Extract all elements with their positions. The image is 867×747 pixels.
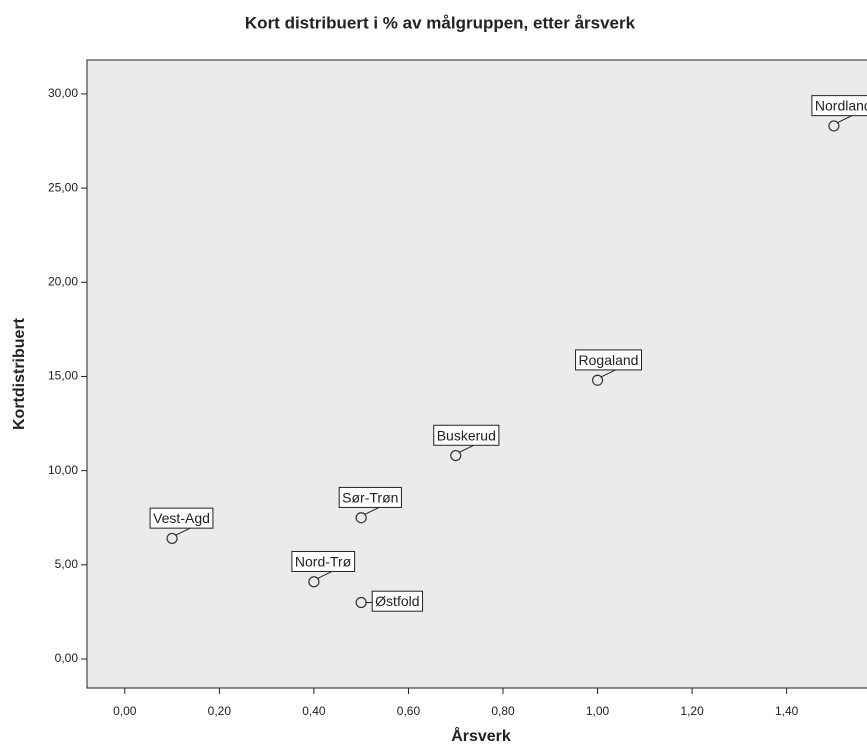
plot-area	[86, 59, 867, 689]
chart-title: Kort distribuert i % av målgruppen, ette…	[245, 13, 636, 32]
point-label: Østfold	[375, 593, 419, 609]
point	[591, 374, 604, 386]
x-tick-label: 0,80	[491, 704, 515, 718]
leader-line	[836, 115, 853, 124]
point	[308, 576, 320, 588]
x-tick-label: 1,20	[680, 704, 704, 718]
label-box	[433, 424, 500, 446]
leader-line	[174, 527, 191, 536]
y-tick-label: 0,00	[55, 651, 79, 665]
y-tick-label: 5,00	[55, 557, 79, 571]
y-tick-label: 10,00	[48, 463, 78, 477]
x-tick-label: 0,40	[302, 704, 326, 718]
y-axis-title: Kortdistribuert	[11, 317, 28, 430]
leader-line	[458, 444, 474, 454]
x-tick-label: 1,40	[775, 704, 799, 718]
x-tick-label: 1,00	[586, 704, 610, 718]
point-label: Vest-Agd	[153, 510, 210, 526]
point	[355, 512, 367, 524]
label-box	[149, 507, 214, 529]
x-tick-label: 0,60	[397, 704, 421, 718]
label-box	[575, 349, 642, 371]
point-label: Rogaland	[579, 352, 639, 368]
point-label: Nordland	[815, 98, 867, 114]
label-box	[291, 550, 356, 572]
leader-line	[600, 369, 616, 378]
y-tick-label: 20,00	[48, 274, 78, 288]
point	[166, 532, 178, 545]
label-box	[811, 95, 867, 117]
point-label: Nord-Trø	[295, 553, 352, 569]
x-tick-label: 0,20	[208, 704, 232, 718]
point	[450, 449, 462, 462]
point-label: Buskerud	[437, 427, 496, 443]
label-box	[338, 486, 402, 508]
point	[828, 120, 840, 132]
y-tick-label: 30,00	[48, 86, 78, 100]
leader-line	[316, 571, 333, 580]
y-tick-label: 25,00	[48, 180, 78, 194]
y-tick-label: 15,00	[48, 369, 78, 383]
label-box	[371, 590, 424, 612]
leader-line	[363, 506, 380, 516]
point-label: Sør-Trøn	[342, 489, 398, 505]
point	[355, 596, 367, 609]
x-tick-label: 0,00	[113, 704, 137, 718]
x-axis-title: Årsverk	[451, 726, 511, 745]
